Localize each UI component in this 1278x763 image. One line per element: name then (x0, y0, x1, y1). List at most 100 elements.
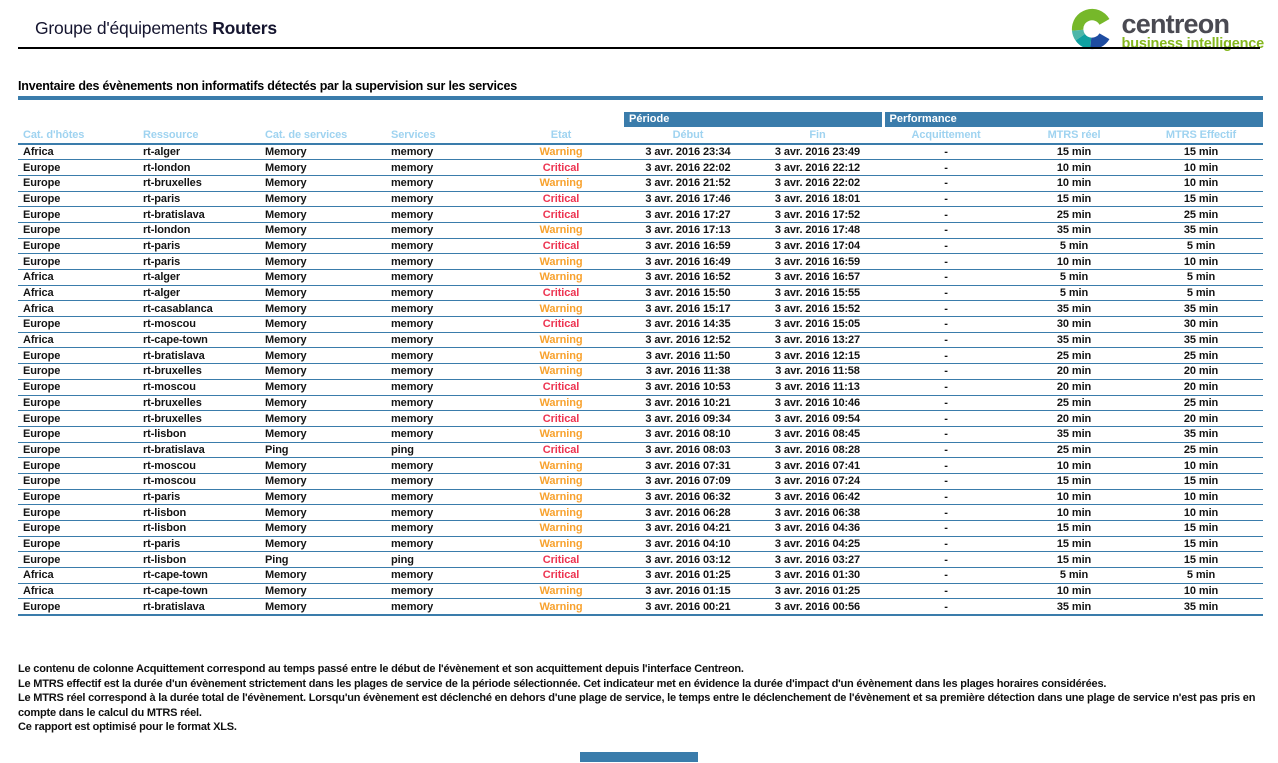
cell-ack: - (883, 520, 1010, 537)
table-row: Europe rt-paris Memory memory Critical 3… (18, 191, 1264, 208)
cell-resource: rt-moscou (138, 379, 260, 396)
cell-host-category: Africa (18, 269, 138, 286)
cell-mtrs-effective: 35 min (1139, 300, 1264, 318)
cell-ack: - (883, 426, 1010, 443)
cell-service-category: Memory (260, 347, 386, 365)
cell-mtrs-real: 25 min (1009, 206, 1140, 223)
cell-service: memory (386, 520, 498, 537)
cell-service: ping (386, 442, 498, 459)
cell-state: Warning (498, 269, 624, 286)
cell-service: memory (386, 222, 498, 239)
cell-end: 3 avr. 2016 13:27 (752, 332, 884, 349)
cell-host-category: Africa (18, 332, 138, 349)
table-row: Europe rt-bruxelles Memory memory Warnin… (18, 363, 1264, 380)
note-format-xls: Ce rapport est optimisé pour le format X… (18, 721, 237, 734)
cell-service-category: Memory (260, 253, 386, 270)
cell-service-category: Ping (260, 442, 386, 459)
cell-start: 3 avr. 2016 17:46 (624, 191, 752, 208)
cell-start: 3 avr. 2016 10:21 (624, 395, 752, 412)
cell-service: memory (386, 191, 498, 208)
cell-end: 3 avr. 2016 18:01 (752, 191, 884, 208)
cell-service-category: Memory (260, 285, 386, 302)
cell-mtrs-effective: 15 min (1139, 191, 1264, 208)
table-row: Europe rt-lisbon Memory memory Warning 3… (18, 504, 1264, 521)
cell-host-category: Europe (18, 159, 138, 176)
cell-mtrs-effective: 25 min (1139, 347, 1264, 365)
cell-start: 3 avr. 2016 01:25 (624, 567, 752, 584)
cell-service: ping (386, 551, 498, 569)
note-mtrs-reel: Le MTRS réel correspond à la durée total… (18, 692, 1256, 719)
cell-state: Warning (498, 175, 624, 192)
group-header-spacer (18, 112, 624, 127)
cell-host-category: Africa (18, 300, 138, 318)
cell-mtrs-effective: 15 min (1139, 536, 1264, 553)
table-row: Europe rt-lisbon Ping ping Critical 3 av… (18, 551, 1264, 569)
table-row: Europe rt-bruxelles Memory memory Critic… (18, 410, 1264, 427)
cell-start: 3 avr. 2016 16:49 (624, 253, 752, 270)
cell-mtrs-effective: 35 min (1139, 222, 1264, 239)
cell-start: 3 avr. 2016 16:52 (624, 269, 752, 286)
column-header-resource: Ressource (143, 129, 199, 141)
column-header-ack: Acquittement (911, 129, 981, 141)
cell-mtrs-effective: 10 min (1139, 159, 1264, 176)
cell-end: 3 avr. 2016 06:42 (752, 489, 884, 506)
cell-service-category: Memory (260, 300, 386, 318)
cell-state: Warning (498, 583, 624, 600)
cell-mtrs-real: 25 min (1009, 442, 1140, 459)
cell-mtrs-real: 35 min (1009, 222, 1140, 239)
cell-mtrs-real: 25 min (1009, 395, 1140, 412)
table-row: Europe rt-moscou Memory memory Warning 3… (18, 457, 1264, 474)
cell-service-category: Memory (260, 504, 386, 521)
cell-host-category: Europe (18, 598, 138, 616)
cell-ack: - (883, 159, 1010, 176)
table-row: Africa rt-casablanca Memory memory Warni… (18, 300, 1264, 318)
cell-ack: - (883, 175, 1010, 192)
cell-host-category: Europe (18, 520, 138, 537)
cell-host-category: Europe (18, 410, 138, 427)
table-row: Europe rt-bratislava Memory memory Warni… (18, 598, 1264, 616)
cell-start: 3 avr. 2016 07:09 (624, 473, 752, 490)
cell-state: Warning (498, 520, 624, 537)
cell-host-category: Europe (18, 347, 138, 365)
cell-state: Warning (498, 457, 624, 474)
header-divider (18, 47, 1260, 49)
cell-mtrs-effective: 25 min (1139, 206, 1264, 223)
centreon-logo: centreon business intelligence (1069, 6, 1264, 57)
table-row: Africa rt-alger Memory memory Critical 3… (18, 285, 1264, 302)
cell-state: Critical (498, 442, 624, 459)
cell-ack: - (883, 598, 1010, 616)
cell-resource: rt-cape-town (138, 332, 260, 349)
cell-ack: - (883, 238, 1010, 255)
cell-end: 3 avr. 2016 16:59 (752, 253, 884, 270)
cell-ack: - (883, 191, 1010, 208)
cell-mtrs-real: 15 min (1009, 144, 1140, 161)
table-row: Europe rt-bruxelles Memory memory Warnin… (18, 175, 1264, 192)
cell-mtrs-effective: 5 min (1139, 567, 1264, 584)
table-body: Africa rt-alger Memory memory Warning 3 … (18, 144, 1264, 616)
cell-resource: rt-london (138, 159, 260, 176)
cell-end: 3 avr. 2016 16:57 (752, 269, 884, 286)
cell-mtrs-real: 15 min (1009, 551, 1140, 569)
cell-end: 3 avr. 2016 08:28 (752, 442, 884, 459)
table-row: Europe rt-bratislava Ping ping Critical … (18, 442, 1264, 459)
cell-resource: rt-casablanca (138, 300, 260, 318)
column-header-row: Cat. d'hôtes Ressource Cat. de services … (18, 127, 1263, 144)
cell-end: 3 avr. 2016 22:02 (752, 175, 884, 192)
cell-start: 3 avr. 2016 08:10 (624, 426, 752, 443)
cell-ack: - (883, 379, 1010, 396)
cell-service-category: Memory (260, 426, 386, 443)
cell-state: Critical (498, 238, 624, 255)
cell-service-category: Memory (260, 332, 386, 349)
events-table: Période Performance Cat. d'hôtes Ressour… (18, 112, 1264, 616)
cell-mtrs-real: 25 min (1009, 347, 1140, 365)
cell-service: memory (386, 363, 498, 380)
logo-brand-name: centreon (1121, 9, 1230, 39)
cell-mtrs-real: 10 min (1009, 159, 1140, 176)
group-header-performance: Performance (881, 112, 1264, 127)
cell-service-category: Memory (260, 206, 386, 223)
cell-host-category: Europe (18, 316, 138, 333)
cell-ack: - (883, 206, 1010, 223)
column-header-start: Début (672, 129, 704, 141)
cell-resource: rt-alger (138, 144, 260, 161)
cell-start: 3 avr. 2016 16:59 (624, 238, 752, 255)
